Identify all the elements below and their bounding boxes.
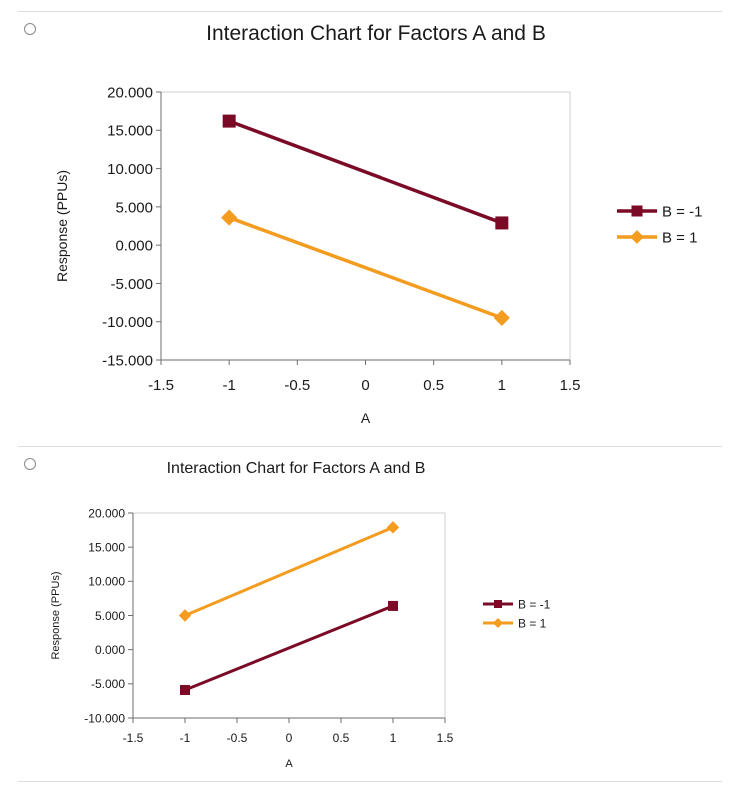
x-tick-label: 0.5 <box>423 377 444 394</box>
legend-b-minus-1-marker <box>631 205 643 217</box>
legend-b-minus-1-marker <box>494 600 502 608</box>
x-tick-label: -1 <box>180 731 191 745</box>
y-tick-label: 0.000 <box>95 643 125 657</box>
top-divider <box>18 11 722 12</box>
x-tick-label: -0.5 <box>227 731 248 745</box>
legend-b-minus-1-label: B = -1 <box>518 597 551 611</box>
bottom-divider <box>18 781 722 782</box>
chart-title: Interaction Chart for Factors A and B <box>167 460 426 477</box>
x-tick-label: -1.5 <box>123 731 144 745</box>
x-tick-label: 1.5 <box>560 377 581 394</box>
series-b-plus-1-point <box>493 309 510 326</box>
x-tick-label: -0.5 <box>284 377 310 394</box>
x-axis-label: A <box>285 758 293 770</box>
series-b-plus-1-point <box>386 521 400 534</box>
x-tick-label: 0 <box>361 377 369 394</box>
x-tick-label: 1.5 <box>437 731 454 745</box>
legend-b-plus-1-label: B = 1 <box>518 616 547 630</box>
option-2-chart: Interaction Chart for Factors A and B 20.… <box>50 460 551 770</box>
legend-b-plus-1-marker <box>493 618 503 628</box>
x-axis-label: A <box>361 410 371 426</box>
y-tick-label: 20.000 <box>107 84 153 101</box>
y-tick-label: -5.000 <box>110 276 153 293</box>
x-tick-label: 0.5 <box>333 731 350 745</box>
x-tick-label: 0 <box>286 731 293 745</box>
x-tick-label: 1 <box>390 731 397 745</box>
x-tick-label: -1.5 <box>148 377 174 394</box>
y-tick-label: -10.000 <box>102 314 153 331</box>
x-tick-label: -1 <box>222 377 235 394</box>
option-1-chart: Interaction Chart for Factors A and B 20.… <box>54 22 702 426</box>
series-b-plus-1-line <box>184 525 394 617</box>
y-tick-label: 5.000 <box>95 609 125 623</box>
series-b-plus-1-point <box>178 609 192 622</box>
y-axis-label: Response (PPUs) <box>54 170 70 282</box>
chart-title: Interaction Chart for Factors A and B <box>206 22 546 45</box>
middle-divider <box>18 446 722 447</box>
legend-b-plus-1-marker <box>630 230 644 244</box>
legend-b-plus-1-label: B = 1 <box>662 229 697 246</box>
series-b-plus-1-line <box>228 215 503 320</box>
series-b-plus-1-point <box>221 209 238 226</box>
y-tick-label: 5.000 <box>115 199 153 216</box>
plot-area <box>160 91 571 361</box>
y-tick-label: -10.000 <box>84 711 125 725</box>
x-tick-label: 1 <box>498 377 506 394</box>
series-b-minus-1-line <box>228 119 503 225</box>
y-tick-label: 0.000 <box>115 238 153 255</box>
y-tick-label: -15.000 <box>102 352 153 369</box>
y-tick-label: 20.000 <box>88 506 125 520</box>
y-tick-label: 15.000 <box>107 123 153 140</box>
y-tick-label: -5.000 <box>91 677 125 691</box>
y-tick-label: 10.000 <box>88 575 125 589</box>
series-b-minus-1-point <box>180 684 190 695</box>
y-tick-label: 15.000 <box>88 540 125 554</box>
y-axis-label: Response (PPUs) <box>50 571 62 659</box>
y-tick-label: 10.000 <box>107 161 153 178</box>
option-1-radio[interactable] <box>24 23 36 35</box>
option-2-radio[interactable] <box>24 458 36 470</box>
legend-b-minus-1-label: B = -1 <box>662 203 702 220</box>
series-b-minus-1-line <box>184 604 394 692</box>
series-b-minus-1-point <box>388 600 398 611</box>
series-b-minus-1-point <box>222 114 236 128</box>
series-b-minus-1-point <box>495 216 509 230</box>
